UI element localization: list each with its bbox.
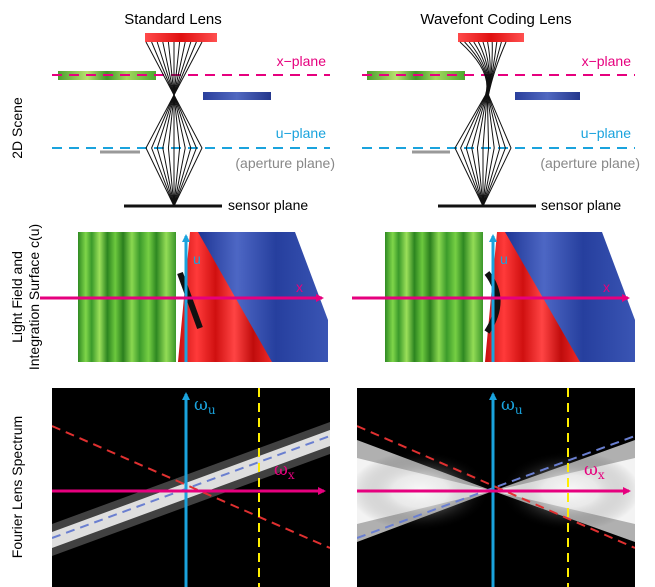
u-plane-label: u−plane xyxy=(581,125,631,141)
sensor-plane-label: sensor plane xyxy=(541,197,621,213)
integration-surface xyxy=(177,271,203,330)
ray xyxy=(167,41,175,207)
aperture-plane-label: (aperture plane) xyxy=(540,155,640,171)
u-axis-label: u xyxy=(500,251,508,267)
red-object-bar xyxy=(145,33,217,42)
blue-object-bar xyxy=(515,92,580,100)
ray xyxy=(173,41,186,207)
ray xyxy=(173,41,197,207)
ray xyxy=(173,41,203,207)
lightfield-wavefront: u x xyxy=(352,232,635,362)
x-axis-label: x xyxy=(296,279,303,295)
ray xyxy=(173,41,192,207)
red-dashed-line xyxy=(357,425,635,549)
red-object-bar xyxy=(458,33,524,42)
scene-standard: x−plane u−plane (aperture plane) sensor … xyxy=(52,33,335,213)
row-label-lightfield-1: Light Field and xyxy=(9,251,25,343)
blue-dashed-line xyxy=(52,435,330,539)
blue-object-bar xyxy=(203,92,271,100)
u-axis-label: u xyxy=(193,251,201,267)
row-label-scene: 2D Scene xyxy=(9,97,25,159)
u-plane-label: u−plane xyxy=(276,125,326,141)
fourier-wavefront: ωu ωx xyxy=(357,388,635,587)
omega-u-label: ωu xyxy=(501,395,523,417)
x-plane-label: x−plane xyxy=(277,53,327,69)
omega-u-label: ωu xyxy=(194,395,216,417)
scene-wavefront: x−plane u−plane (aperture plane) sensor … xyxy=(362,33,640,213)
integration-surface xyxy=(484,271,501,334)
sensor-plane-label: sensor plane xyxy=(228,197,308,213)
ray xyxy=(173,41,181,207)
column-title-wavefront: Wavefont Coding Lens xyxy=(420,11,571,28)
ray xyxy=(482,41,512,207)
ray-bundle xyxy=(145,41,203,207)
x-plane-label: x−plane xyxy=(582,53,632,69)
omega-x-label: ωx xyxy=(274,460,295,482)
ray xyxy=(162,41,175,207)
ray xyxy=(156,41,175,207)
omega-x-label: ωx xyxy=(584,460,605,482)
ray xyxy=(151,41,175,207)
row-label-lightfield-2: Integration Surface c(u) xyxy=(26,224,42,370)
ray xyxy=(145,41,175,207)
column-title-standard: Standard Lens xyxy=(124,11,222,28)
x-axis-label: x xyxy=(603,279,610,295)
red-dashed-line xyxy=(52,425,330,549)
aperture-plane-label: (aperture plane) xyxy=(235,155,335,171)
fourier-standard: ωu ωx xyxy=(52,388,330,587)
row-label-fourier: Fourier Lens Spectrum xyxy=(9,416,25,558)
ray-bundle xyxy=(454,41,512,207)
lightfield-standard: u x xyxy=(40,232,328,362)
blue-dashed-line xyxy=(357,435,635,539)
spectrum-band xyxy=(52,430,330,548)
